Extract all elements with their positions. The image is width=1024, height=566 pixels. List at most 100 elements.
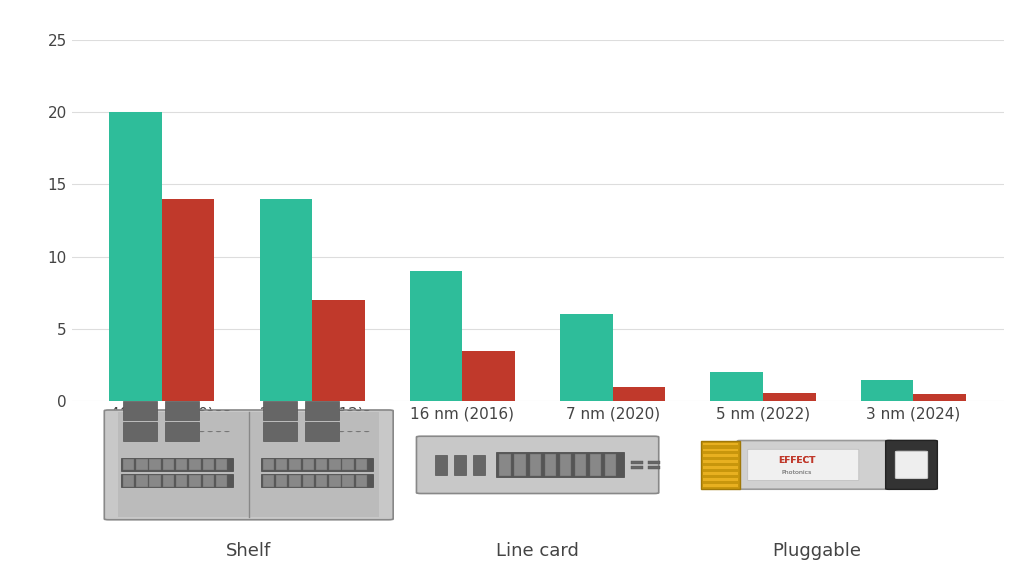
Circle shape — [199, 410, 205, 411]
Bar — [463, 350, 515, 401]
Bar — [590, 454, 601, 476]
Bar — [302, 459, 314, 470]
Bar — [574, 454, 586, 476]
Bar — [702, 454, 738, 457]
Bar — [560, 454, 571, 476]
Bar — [203, 475, 214, 487]
Bar — [123, 422, 157, 441]
Bar — [702, 448, 738, 452]
Bar — [305, 401, 339, 421]
Bar — [189, 459, 201, 470]
Circle shape — [207, 431, 213, 432]
FancyBboxPatch shape — [748, 449, 859, 481]
Bar — [305, 422, 339, 441]
Bar — [355, 475, 367, 487]
Bar — [276, 459, 288, 470]
Bar — [312, 300, 365, 401]
Bar — [500, 454, 511, 476]
Text: Line card: Line card — [497, 542, 579, 560]
Bar — [861, 380, 913, 401]
Bar — [605, 454, 616, 476]
Bar — [631, 461, 643, 464]
Circle shape — [364, 431, 370, 432]
Bar — [329, 459, 341, 470]
Text: Shelf: Shelf — [226, 542, 271, 560]
Text: Pluggable: Pluggable — [773, 542, 861, 560]
Bar — [702, 461, 738, 464]
Bar — [259, 199, 312, 401]
Bar — [702, 443, 738, 445]
Bar — [342, 475, 354, 487]
Bar — [529, 454, 541, 476]
Circle shape — [364, 410, 370, 411]
Bar — [435, 455, 446, 475]
Bar — [263, 459, 274, 470]
Bar — [763, 393, 816, 401]
Text: EFFECT: EFFECT — [778, 456, 816, 465]
Circle shape — [331, 431, 336, 432]
Bar — [216, 475, 227, 487]
Circle shape — [207, 410, 213, 411]
Circle shape — [339, 410, 344, 411]
Bar — [289, 475, 301, 487]
Bar — [329, 475, 341, 487]
Bar — [263, 475, 274, 487]
Bar — [514, 454, 526, 476]
Bar — [162, 199, 214, 401]
Bar — [302, 475, 314, 487]
Circle shape — [339, 431, 344, 432]
Bar — [263, 401, 297, 421]
Circle shape — [190, 410, 197, 411]
Bar — [123, 401, 157, 421]
Circle shape — [331, 410, 336, 411]
Bar — [261, 474, 373, 487]
Bar — [315, 475, 328, 487]
Bar — [647, 466, 659, 469]
Text: Photonics: Photonics — [781, 470, 812, 474]
Bar — [700, 441, 740, 488]
Bar — [496, 452, 624, 477]
Bar — [315, 459, 328, 470]
Circle shape — [224, 410, 229, 411]
Bar — [176, 459, 187, 470]
Bar — [410, 271, 463, 401]
Circle shape — [216, 431, 221, 432]
Circle shape — [355, 410, 361, 411]
FancyBboxPatch shape — [737, 440, 892, 489]
Bar — [913, 394, 966, 401]
Bar — [276, 475, 288, 487]
Bar — [545, 454, 556, 476]
Bar — [123, 459, 134, 470]
Bar — [263, 422, 297, 441]
Bar — [150, 459, 161, 470]
Bar — [165, 422, 200, 441]
Bar — [631, 466, 643, 469]
Bar — [121, 474, 232, 487]
Circle shape — [224, 431, 229, 432]
Circle shape — [347, 431, 352, 432]
Circle shape — [347, 410, 352, 411]
Circle shape — [199, 431, 205, 432]
Bar — [150, 475, 161, 487]
Bar — [647, 461, 659, 464]
Bar — [702, 473, 738, 475]
Bar — [702, 466, 738, 469]
Bar — [110, 112, 162, 401]
Bar — [711, 372, 763, 401]
Circle shape — [216, 410, 221, 411]
Bar — [560, 315, 612, 401]
Bar — [342, 459, 354, 470]
Bar — [261, 458, 373, 471]
Bar — [612, 387, 666, 401]
Bar — [136, 459, 147, 470]
Bar — [176, 475, 187, 487]
FancyBboxPatch shape — [886, 440, 937, 490]
Bar — [136, 475, 147, 487]
Bar — [119, 413, 379, 517]
Bar — [203, 459, 214, 470]
Bar — [163, 459, 174, 470]
Bar — [163, 475, 174, 487]
FancyBboxPatch shape — [895, 451, 928, 478]
Circle shape — [355, 431, 361, 432]
Bar — [165, 401, 200, 421]
